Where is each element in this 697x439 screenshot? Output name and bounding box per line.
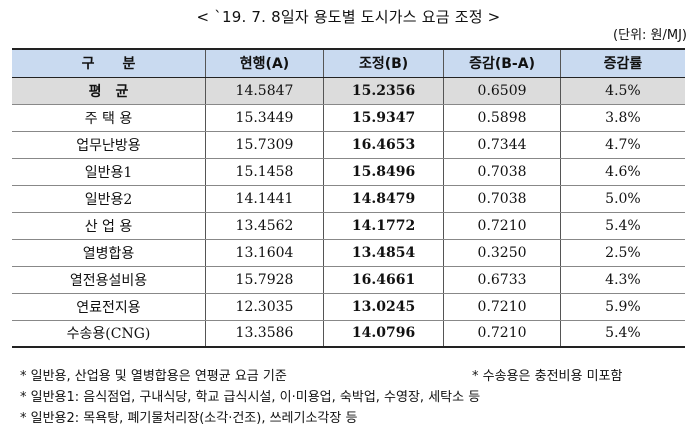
- row-category: 주 택 용: [12, 104, 206, 132]
- row-change: 0.5898: [443, 104, 561, 132]
- row-change: 0.7344: [443, 131, 561, 159]
- table-row: 업무난방용 15.7309 16.4653 0.7344 4.7%: [12, 131, 685, 159]
- row-change-rate: 3.8%: [559, 104, 685, 132]
- row-adjusted: 14.8479: [323, 185, 444, 213]
- header-category: 구 분: [12, 48, 206, 78]
- header-current: 현행(A): [204, 48, 324, 78]
- row-category: 연료전지용: [12, 293, 206, 321]
- table-row: 열전용설비용 15.7928 16.4661 0.6733 4.3%: [12, 266, 685, 294]
- row-change-rate: 4.3%: [559, 266, 685, 294]
- row-adjusted: 15.2356: [323, 77, 444, 105]
- row-adjusted: 14.1772: [323, 212, 444, 240]
- row-adjusted: 13.4854: [323, 239, 444, 267]
- row-change-rate: 2.5%: [559, 239, 685, 267]
- row-adjusted: 14.0796: [323, 320, 444, 348]
- table-header-row: 구 분 현행(A) 조정(B) 증감(B-A) 증감률: [12, 48, 685, 78]
- row-category: 열전용설비용: [12, 266, 206, 294]
- footnote-annual-average: * 일반용, 산업용 및 열병합용은 연평균 요금 기준: [20, 369, 287, 384]
- unit-label: (단위: 원/MJ): [613, 28, 687, 43]
- footnote-transport: * 수송용은 충전비용 미포함: [472, 369, 623, 384]
- row-change-rate: 4.5%: [559, 77, 685, 105]
- header-change-rate: 증감률: [559, 48, 685, 78]
- row-current: 13.4562: [204, 212, 324, 240]
- row-current: 14.5847: [204, 77, 324, 105]
- table-row: 일반용2 14.1441 14.8479 0.7038 5.0%: [12, 185, 685, 213]
- row-change: 0.7210: [443, 320, 561, 348]
- footnote-general-use-2: * 일반용2: 목욕탕, 폐기물처리장(소각·건조), 쓰레기소각장 등: [20, 411, 358, 426]
- row-change: 0.7210: [443, 212, 561, 240]
- row-current: 14.1441: [204, 185, 324, 213]
- row-change: 0.7038: [443, 158, 561, 186]
- row-change: 0.6509: [443, 77, 561, 105]
- row-current: 12.3035: [204, 293, 324, 321]
- row-adjusted: 16.4661: [323, 266, 444, 294]
- row-change: 0.7038: [443, 185, 561, 213]
- row-change: 0.6733: [443, 266, 561, 294]
- row-category: 평 균: [12, 77, 206, 105]
- row-adjusted: 13.0245: [323, 293, 444, 321]
- row-current: 15.1458: [204, 158, 324, 186]
- table-row: 평 균 14.5847 15.2356 0.6509 4.5%: [12, 77, 685, 105]
- table-row: 일반용1 15.1458 15.8496 0.7038 4.6%: [12, 158, 685, 186]
- row-change-rate: 5.9%: [559, 293, 685, 321]
- row-change-rate: 4.7%: [559, 131, 685, 159]
- row-change-rate: 5.4%: [559, 212, 685, 240]
- row-current: 13.1604: [204, 239, 324, 267]
- footnotes: * 일반용, 산업용 및 열병합용은 연평균 요금 기준 * 수송용은 충전비용…: [20, 366, 690, 429]
- row-change-rate: 5.4%: [559, 320, 685, 348]
- row-category: 일반용1: [12, 158, 206, 186]
- table-row: 연료전지용 12.3035 13.0245 0.7210 5.9%: [12, 293, 685, 321]
- row-change-rate: 4.6%: [559, 158, 685, 186]
- page-title: < `19. 7. 8일자 용도별 도시가스 요금 조정 >: [196, 8, 501, 26]
- row-adjusted: 15.8496: [323, 158, 444, 186]
- table-row: 주 택 용 15.3449 15.9347 0.5898 3.8%: [12, 104, 685, 132]
- row-change: 0.7210: [443, 293, 561, 321]
- row-current: 15.7928: [204, 266, 324, 294]
- row-change-rate: 5.0%: [559, 185, 685, 213]
- table-row: 산 업 용 13.4562 14.1772 0.7210 5.4%: [12, 212, 685, 240]
- row-current: 15.7309: [204, 131, 324, 159]
- header-change: 증감(B-A): [443, 48, 561, 78]
- row-category: 업무난방용: [12, 131, 206, 159]
- row-adjusted: 16.4653: [323, 131, 444, 159]
- footnote-general-use-1: * 일반용1: 음식점업, 구내식당, 학교 급식시설, 이·미용업, 숙박업,…: [20, 390, 481, 405]
- footnote-line-1: * 일반용, 산업용 및 열병합용은 연평균 요금 기준 * 수송용은 충전비용…: [20, 366, 690, 387]
- row-category: 산 업 용: [12, 212, 206, 240]
- table-row: 열병합용 13.1604 13.4854 0.3250 2.5%: [12, 239, 685, 267]
- row-current: 15.3449: [204, 104, 324, 132]
- gas-rate-table: 구 분 현행(A) 조정(B) 증감(B-A) 증감률 평 균 14.5847 …: [12, 48, 685, 348]
- row-adjusted: 15.9347: [323, 104, 444, 132]
- row-category: 일반용2: [12, 185, 206, 213]
- header-adjusted: 조정(B): [323, 48, 444, 78]
- row-change: 0.3250: [443, 239, 561, 267]
- row-current: 13.3586: [204, 320, 324, 348]
- table-row: 수송용(CNG) 13.3586 14.0796 0.7210 5.4%: [12, 320, 685, 348]
- row-category: 열병합용: [12, 239, 206, 267]
- row-category: 수송용(CNG): [12, 320, 206, 348]
